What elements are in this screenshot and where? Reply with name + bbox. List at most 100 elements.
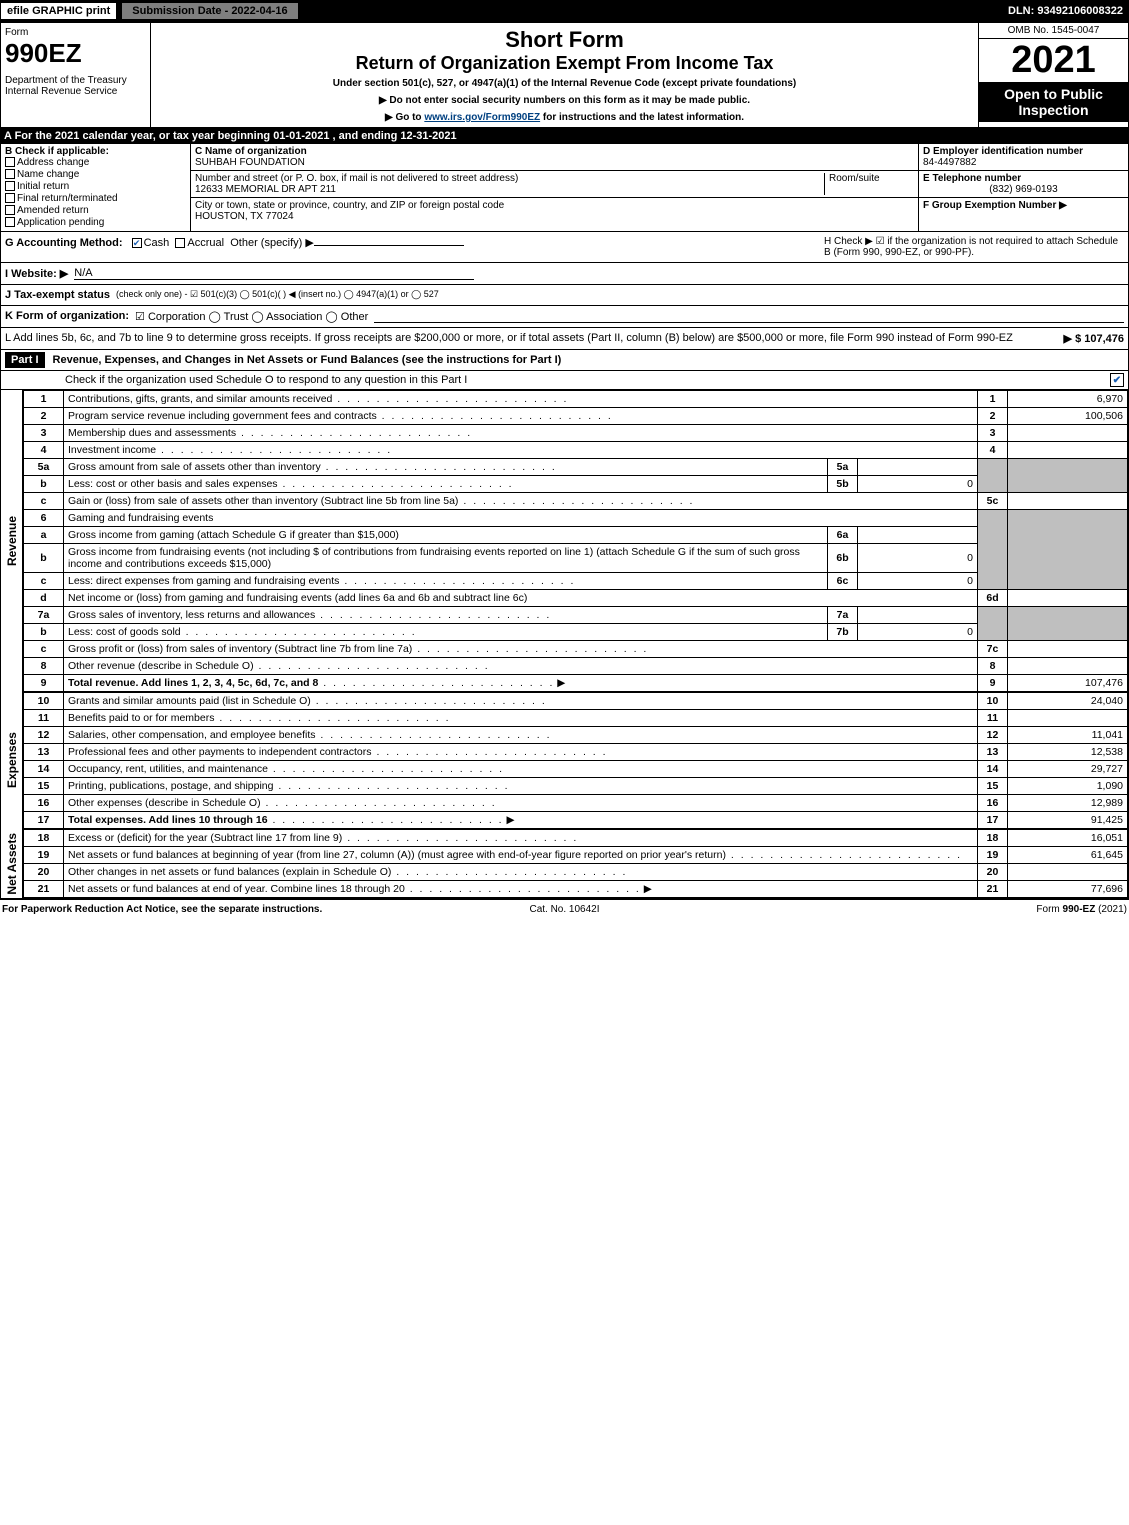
i-label: I Website: ▶: [5, 267, 68, 280]
line-5b: bLess: cost or other basis and sales exp…: [24, 476, 1128, 493]
subtitle: Under section 501(c), 527, or 4947(a)(1)…: [155, 78, 974, 89]
org-address: 12633 MEMORIAL DR APT 211: [195, 184, 336, 195]
revenue-tab: Revenue: [1, 390, 23, 692]
form-label: Form: [5, 27, 146, 38]
line-17: 17Total expenses. Add lines 10 through 1…: [24, 812, 1128, 829]
section-b: B Check if applicable: Address change Na…: [1, 144, 191, 231]
j-label: J Tax-exempt status: [5, 289, 110, 301]
j-text: (check only one) - ☑ 501(c)(3) ◯ 501(c)(…: [116, 289, 439, 301]
line-2: 2Program service revenue including gover…: [24, 408, 1128, 425]
cb-name-change[interactable]: Name change: [5, 169, 186, 180]
line-6b: bGross income from fundraising events (n…: [24, 544, 1128, 573]
line-6d: dNet income or (loss) from gaming and fu…: [24, 590, 1128, 607]
line-4: 4Investment income4: [24, 442, 1128, 459]
cb-address-change[interactable]: Address change: [5, 157, 186, 168]
part1-heading: Revenue, Expenses, and Changes in Net As…: [53, 354, 1124, 366]
footer-left: For Paperwork Reduction Act Notice, see …: [2, 904, 377, 915]
note-goto: ▶ Go to www.irs.gov/Form990EZ for instru…: [155, 112, 974, 123]
header-left: Form 990EZ Department of the Treasury In…: [1, 23, 151, 127]
line-6: 6Gaming and fundraising events: [24, 510, 1128, 527]
footer-catno: Cat. No. 10642I: [377, 904, 752, 915]
row-i: I Website: ▶ N/A: [0, 263, 1129, 285]
line-11: 11Benefits paid to or for members11: [24, 710, 1128, 727]
line-13: 13Professional fees and other payments t…: [24, 744, 1128, 761]
dln-label: DLN: 93492106008322: [1008, 5, 1129, 17]
line-7b: bLess: cost of goods sold7b0: [24, 624, 1128, 641]
accrual-label: Accrual: [187, 237, 224, 249]
cash-label: Cash: [144, 237, 170, 249]
cb-amended-return[interactable]: Amended return: [5, 205, 186, 216]
part1-check-text: Check if the organization used Schedule …: [5, 374, 1106, 386]
row-g-h: G Accounting Method: ✔Cash Accrual Other…: [0, 232, 1129, 263]
line-12: 12Salaries, other compensation, and empl…: [24, 727, 1128, 744]
c-addr-label: Number and street (or P. O. box, if mail…: [195, 173, 518, 184]
omb-number: OMB No. 1545-0047: [979, 23, 1128, 39]
cb-cash[interactable]: ✔: [132, 238, 142, 248]
line-3: 3Membership dues and assessments3: [24, 425, 1128, 442]
line-1: 1Contributions, gifts, grants, and simil…: [24, 391, 1128, 408]
irs-link[interactable]: www.irs.gov/Form990EZ: [424, 112, 540, 123]
k-label: K Form of organization:: [5, 310, 129, 323]
line-15: 15Printing, publications, postage, and s…: [24, 778, 1128, 795]
title-short-form: Short Form: [155, 27, 974, 53]
d-label: D Employer identification number: [923, 146, 1083, 157]
line-5a: 5aGross amount from sale of assets other…: [24, 459, 1128, 476]
netassets-table: 18Excess or (deficit) for the year (Subt…: [23, 829, 1128, 898]
form-number: 990EZ: [5, 38, 146, 69]
section-c: C Name of organizationSUHBAH FOUNDATION …: [191, 144, 918, 231]
e-label: E Telephone number: [923, 173, 1021, 184]
row-j: J Tax-exempt status (check only one) - ☑…: [0, 285, 1129, 306]
line-8: 8Other revenue (describe in Schedule O)8: [24, 658, 1128, 675]
open-to-public: Open to Public Inspection: [979, 82, 1128, 122]
line-20: 20Other changes in net assets or fund ba…: [24, 864, 1128, 881]
expenses-tab: Expenses: [1, 692, 23, 829]
c-city-label: City or town, state or province, country…: [195, 200, 504, 211]
footer-formref: Form 990-EZ (2021): [752, 904, 1127, 915]
form-header: Form 990EZ Department of the Treasury In…: [0, 22, 1129, 128]
part1-check-row: Check if the organization used Schedule …: [0, 371, 1129, 390]
line-5c: cGain or (loss) from sale of assets othe…: [24, 493, 1128, 510]
section-de: D Employer identification number84-44978…: [918, 144, 1128, 231]
part1-checkbox[interactable]: ✔: [1110, 373, 1124, 387]
org-city: HOUSTON, TX 77024: [195, 211, 294, 222]
org-name: SUHBAH FOUNDATION: [195, 157, 305, 168]
top-bar: efile GRAPHIC print Submission Date - 20…: [0, 0, 1129, 22]
note-ssn: ▶ Do not enter social security numbers o…: [155, 95, 974, 106]
efile-print-label[interactable]: efile GRAPHIC print: [0, 2, 117, 20]
cb-accrual[interactable]: [175, 238, 185, 248]
cb-initial-return[interactable]: Initial return: [5, 181, 186, 192]
row-l: L Add lines 5b, 6c, and 7b to line 9 to …: [0, 328, 1129, 350]
f-label: F Group Exemption Number ▶: [923, 200, 1067, 211]
line-10: 10Grants and similar amounts paid (list …: [24, 693, 1128, 710]
line-14: 14Occupancy, rent, utilities, and mainte…: [24, 761, 1128, 778]
netassets-section: Net Assets 18Excess or (deficit) for the…: [0, 829, 1129, 899]
website-value: N/A: [74, 267, 474, 280]
l-amount: ▶ $ 107,476: [1064, 332, 1124, 345]
revenue-section: Revenue 1Contributions, gifts, grants, a…: [0, 390, 1129, 692]
h-text: H Check ▶ ☑ if the organization is not r…: [824, 236, 1124, 258]
header-mid: Short Form Return of Organization Exempt…: [151, 23, 978, 127]
cb-application-pending[interactable]: Application pending: [5, 217, 186, 228]
page-footer: For Paperwork Reduction Act Notice, see …: [0, 899, 1129, 919]
part1-header-row: Part I Revenue, Expenses, and Changes in…: [0, 350, 1129, 371]
line-6a: aGross income from gaming (attach Schedu…: [24, 527, 1128, 544]
section-a: A For the 2021 calendar year, or tax yea…: [0, 128, 1129, 144]
line-19: 19Net assets or fund balances at beginni…: [24, 847, 1128, 864]
line-18: 18Excess or (deficit) for the year (Subt…: [24, 830, 1128, 847]
expenses-table: 10Grants and similar amounts paid (list …: [23, 692, 1128, 829]
line-9: 9Total revenue. Add lines 1, 2, 3, 4, 5c…: [24, 675, 1128, 692]
row-k: K Form of organization: ☑ Corporation ◯ …: [0, 306, 1129, 328]
section-bc: B Check if applicable: Address change Na…: [0, 144, 1129, 232]
ein-value: 84-4497882: [923, 157, 976, 168]
note-goto-post: for instructions and the latest informat…: [540, 112, 744, 123]
title-return: Return of Organization Exempt From Incom…: [155, 53, 974, 74]
line-7c: cGross profit or (loss) from sales of in…: [24, 641, 1128, 658]
cb-final-return[interactable]: Final return/terminated: [5, 193, 186, 204]
line-7a: 7aGross sales of inventory, less returns…: [24, 607, 1128, 624]
revenue-table: 1Contributions, gifts, grants, and simil…: [23, 390, 1128, 692]
netassets-tab: Net Assets: [1, 829, 23, 898]
line-6c: cLess: direct expenses from gaming and f…: [24, 573, 1128, 590]
header-right: OMB No. 1545-0047 2021 Open to Public In…: [978, 23, 1128, 127]
tax-year: 2021: [979, 39, 1128, 82]
room-suite-label: Room/suite: [824, 173, 914, 195]
